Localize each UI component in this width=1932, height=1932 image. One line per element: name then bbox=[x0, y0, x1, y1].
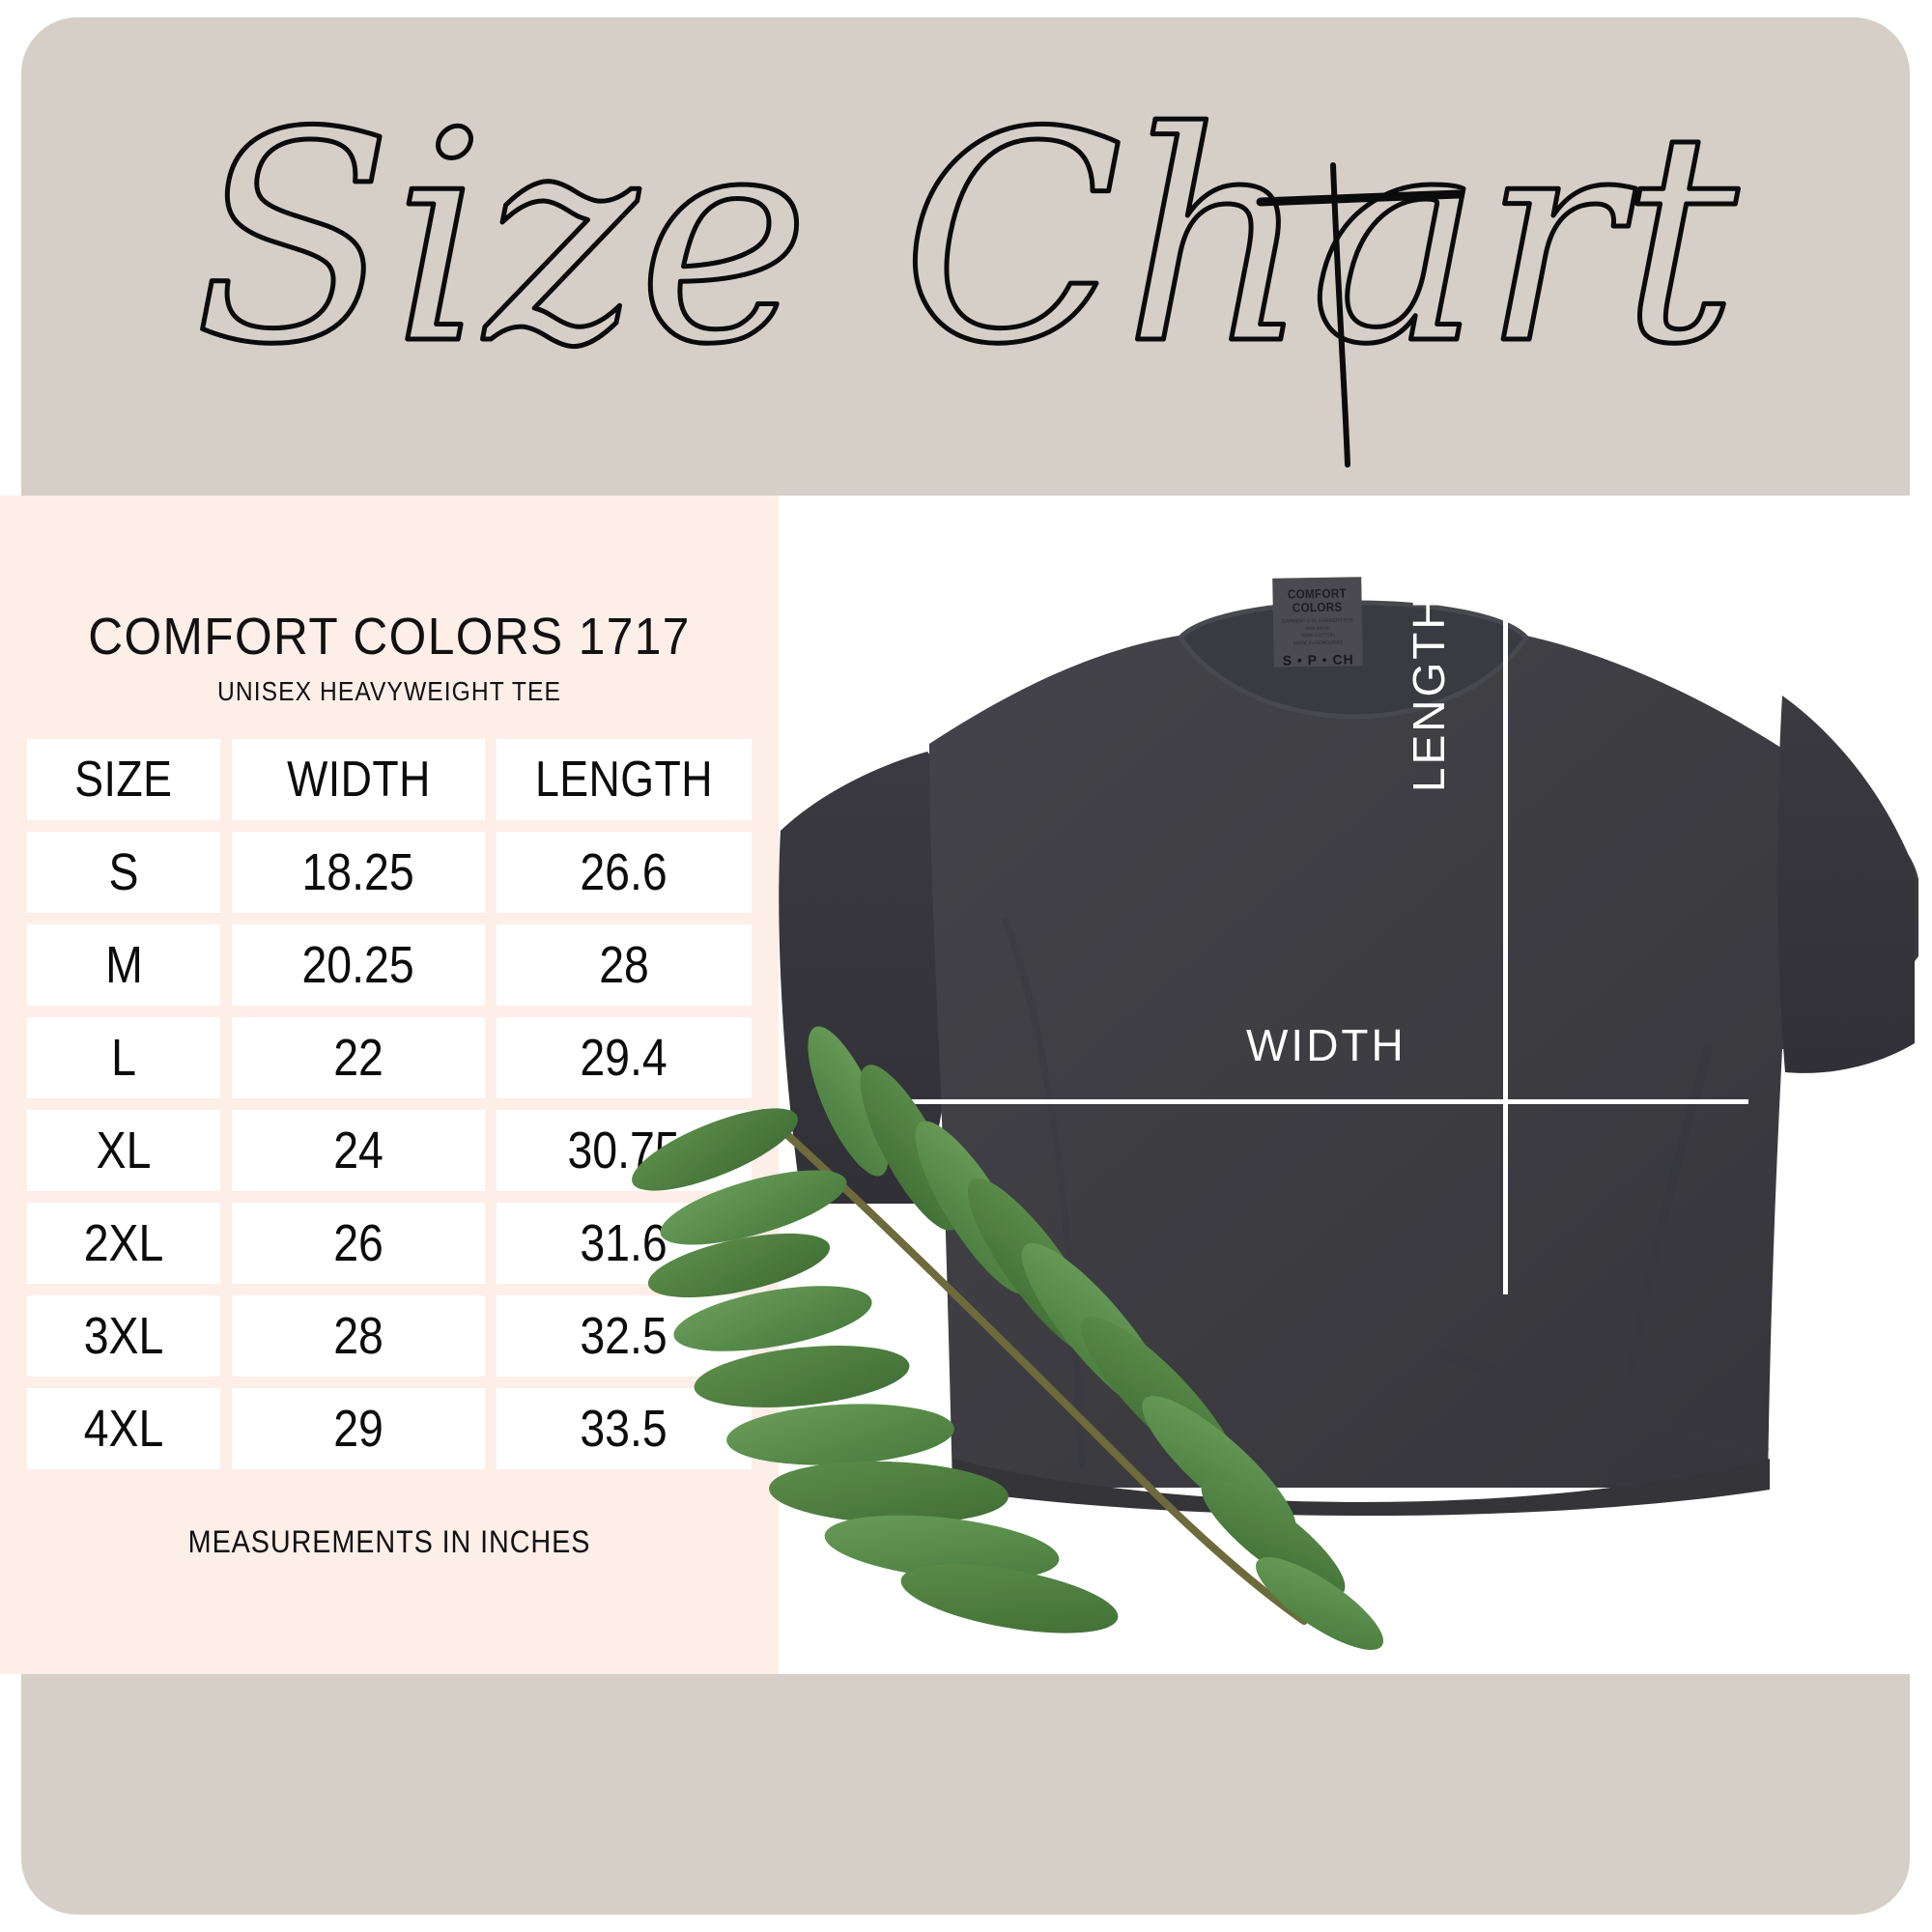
tag-fine-line-4: MADE IN HONDURAS bbox=[1293, 639, 1343, 647]
cell-length: 29.4 bbox=[497, 1017, 752, 1098]
tag-size-codes: S • P • CH bbox=[1282, 651, 1354, 668]
cell-size: L bbox=[27, 1017, 220, 1098]
neck-label-tag: COMFORT COLORS GARMENT DYE GARMENT DYE R… bbox=[1272, 577, 1363, 668]
script-title-text: Size Chart bbox=[194, 71, 1739, 408]
cell-size: 4XL bbox=[27, 1388, 220, 1469]
cell-length: 33.5 bbox=[497, 1388, 752, 1469]
width-measure-label: WIDTH bbox=[1246, 1020, 1406, 1070]
cell-length: 26.6 bbox=[497, 832, 752, 913]
leaflet bbox=[1255, 1557, 1384, 1650]
leaflet bbox=[900, 1564, 1119, 1634]
shirt-fold bbox=[1437, 1347, 1770, 1460]
shirt-right-sleeve bbox=[1777, 696, 1915, 1073]
cell-size: S bbox=[27, 832, 220, 913]
cell-width: 20.25 bbox=[232, 924, 485, 1006]
column-header-width: WIDTH bbox=[232, 739, 485, 820]
cell-width: 29 bbox=[232, 1388, 485, 1469]
table-row: XL 24 30.75 bbox=[27, 1110, 752, 1191]
size-table: SIZE WIDTH LENGTH S 18.25 26.6 M 20.25 2… bbox=[27, 739, 752, 1481]
column-header-size: SIZE bbox=[27, 739, 220, 820]
cell-length: 31.6 bbox=[497, 1203, 752, 1284]
cell-width: 22 bbox=[232, 1017, 485, 1098]
column-header-length: LENGTH bbox=[497, 739, 752, 820]
tag-brand-line-2: COLORS bbox=[1292, 599, 1343, 615]
table-header-row: SIZE WIDTH LENGTH bbox=[27, 739, 752, 820]
measurements-unit-note: MEASUREMENTS IN INCHES bbox=[187, 1524, 591, 1559]
cell-width: 26 bbox=[232, 1203, 485, 1284]
table-row: 4XL 29 33.5 bbox=[27, 1388, 752, 1469]
table-row: L 22 29.4 bbox=[27, 1017, 752, 1098]
table-row: M 20.25 28 bbox=[27, 924, 752, 1006]
cell-width: 28 bbox=[232, 1295, 485, 1377]
product-brand-title: COMFORT COLORS 1717 bbox=[88, 608, 691, 666]
page-title: Size Chart bbox=[21, 17, 1910, 496]
cell-size: 2XL bbox=[27, 1203, 220, 1284]
width-guide-line bbox=[898, 1099, 1748, 1104]
cell-size: XL bbox=[27, 1110, 220, 1191]
cell-width: 18.25 bbox=[232, 832, 485, 913]
cell-length: 30.75 bbox=[497, 1110, 752, 1191]
length-measure-label: LENGTH bbox=[1404, 594, 1454, 792]
size-chart-script-title: Size Chart bbox=[191, 68, 1741, 468]
cell-length: 28 bbox=[497, 924, 752, 1006]
product-subtitle: UNISEX HEAVYWEIGHT TEE bbox=[217, 676, 561, 706]
bottom-beige-panel bbox=[21, 1674, 1910, 1915]
table-row: 3XL 28 32.5 bbox=[27, 1295, 752, 1377]
cell-size: M bbox=[27, 924, 220, 1006]
title-flourish-stem bbox=[1329, 161, 1350, 468]
table-row: S 18.25 26.6 bbox=[27, 832, 752, 913]
cell-width: 24 bbox=[232, 1110, 485, 1191]
top-beige-panel bbox=[21, 17, 1910, 496]
length-guide-line bbox=[1503, 541, 1508, 1294]
title-flourish-cross bbox=[1256, 189, 1463, 206]
cell-size: 3XL bbox=[27, 1295, 220, 1377]
cell-length: 32.5 bbox=[497, 1295, 752, 1377]
table-row: 2XL 26 31.6 bbox=[27, 1203, 752, 1284]
